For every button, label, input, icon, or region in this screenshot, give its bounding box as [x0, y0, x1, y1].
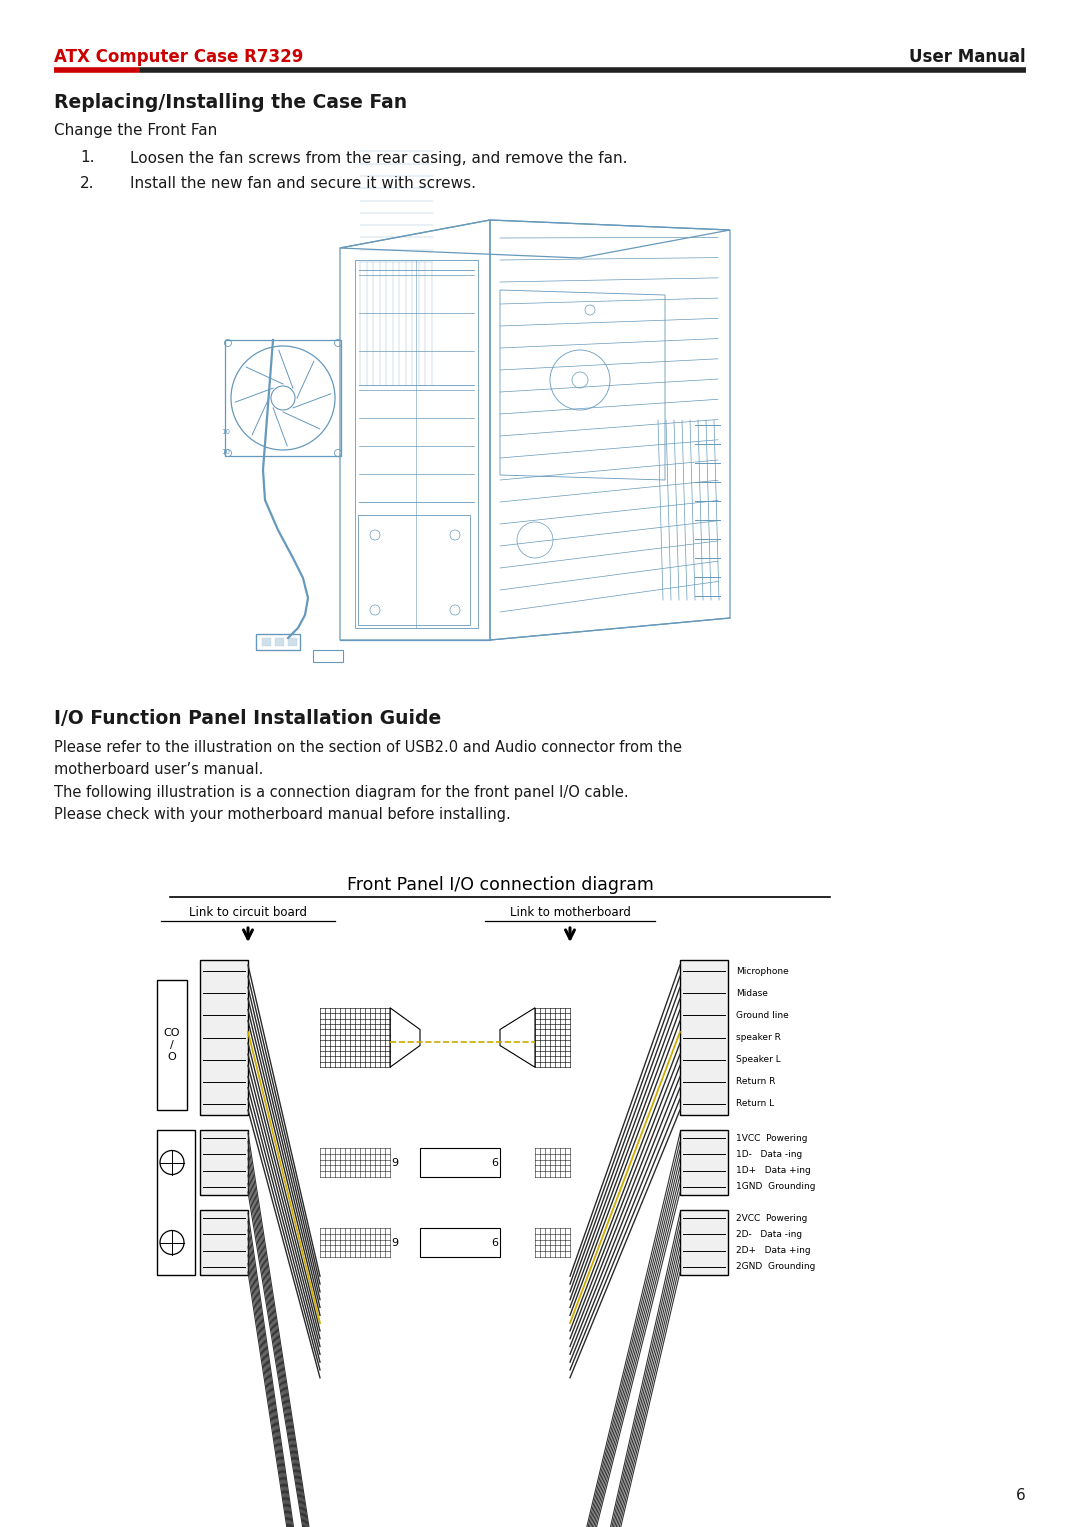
Text: 2.: 2.	[80, 177, 95, 191]
Text: Midase: Midase	[735, 988, 768, 997]
Text: Link to motherboard: Link to motherboard	[510, 906, 631, 919]
Text: 2GND  Grounding: 2GND Grounding	[735, 1263, 815, 1272]
Bar	[680, 1209, 728, 1275]
Bar	[357, 515, 470, 625]
Bar	[262, 638, 271, 646]
Text: Install the new fan and secure it with screws.: Install the new fan and secure it with s…	[130, 177, 476, 191]
Polygon shape	[500, 1008, 535, 1067]
Bar	[420, 1148, 500, 1177]
Text: I/O Function Panel Installation Guide: I/O Function Panel Installation Guide	[54, 709, 442, 727]
Text: Speaker L: Speaker L	[735, 1055, 781, 1064]
Text: 1GND  Grounding: 1GND Grounding	[735, 1182, 815, 1191]
Text: Loosen the fan screws from the rear casing, and remove the fan.: Loosen the fan screws from the rear casi…	[130, 151, 627, 165]
Text: Microphone: Microphone	[735, 967, 788, 976]
Text: Front Panel I/O connection diagram: Front Panel I/O connection diagram	[347, 876, 653, 893]
Bar	[157, 1130, 195, 1275]
Text: Replacing/Installing the Case Fan: Replacing/Installing the Case Fan	[54, 93, 407, 113]
Bar	[157, 980, 187, 1110]
Bar	[288, 638, 297, 646]
Text: 2VCC  Powering: 2VCC Powering	[735, 1214, 808, 1223]
Bar	[275, 638, 284, 646]
Text: 1.: 1.	[80, 151, 95, 165]
Text: 6: 6	[491, 1157, 499, 1168]
Text: motherboard user’s manual.: motherboard user’s manual.	[54, 762, 264, 777]
Text: 6: 6	[1016, 1487, 1026, 1503]
Text: speaker R: speaker R	[735, 1032, 781, 1041]
Bar	[680, 960, 728, 1115]
Text: 2D+   Data +ing: 2D+ Data +ing	[735, 1246, 811, 1255]
Text: 1D-   Data -ing: 1D- Data -ing	[735, 1150, 802, 1159]
Bar	[200, 1130, 248, 1196]
Bar	[200, 960, 248, 1115]
Text: 6: 6	[491, 1237, 499, 1248]
Text: Return L: Return L	[735, 1099, 774, 1109]
Text: Change the Front Fan: Change the Front Fan	[54, 122, 217, 137]
Polygon shape	[390, 1008, 420, 1067]
Text: Ground line: Ground line	[735, 1011, 788, 1020]
Text: ATX Computer Case R7329: ATX Computer Case R7329	[54, 47, 303, 66]
Text: User Manual: User Manual	[909, 47, 1026, 66]
Text: 2D-   Data -ing: 2D- Data -ing	[735, 1229, 802, 1238]
Text: 1D+   Data +ing: 1D+ Data +ing	[735, 1167, 811, 1176]
Text: 10: 10	[221, 449, 230, 455]
Bar	[256, 634, 300, 651]
Text: 9: 9	[391, 1157, 399, 1168]
Text: 10: 10	[221, 429, 230, 435]
Bar	[313, 651, 343, 663]
Text: 9: 9	[391, 1237, 399, 1248]
Text: Return R: Return R	[735, 1077, 775, 1086]
Text: CO
/
O: CO / O	[164, 1028, 180, 1061]
Bar	[200, 1209, 248, 1275]
Bar	[225, 341, 341, 457]
Text: 1VCC  Powering: 1VCC Powering	[735, 1133, 808, 1142]
Bar	[355, 260, 478, 628]
Text: The following illustration is a connection diagram for the front panel I/O cable: The following illustration is a connecti…	[54, 785, 629, 800]
Text: Link to circuit board: Link to circuit board	[189, 906, 307, 919]
Bar	[680, 1130, 728, 1196]
Text: Please check with your motherboard manual before installing.: Please check with your motherboard manua…	[54, 808, 511, 823]
Bar	[420, 1228, 500, 1257]
Text: Please refer to the illustration on the section of USB2.0 and Audio connector fr: Please refer to the illustration on the …	[54, 741, 681, 756]
